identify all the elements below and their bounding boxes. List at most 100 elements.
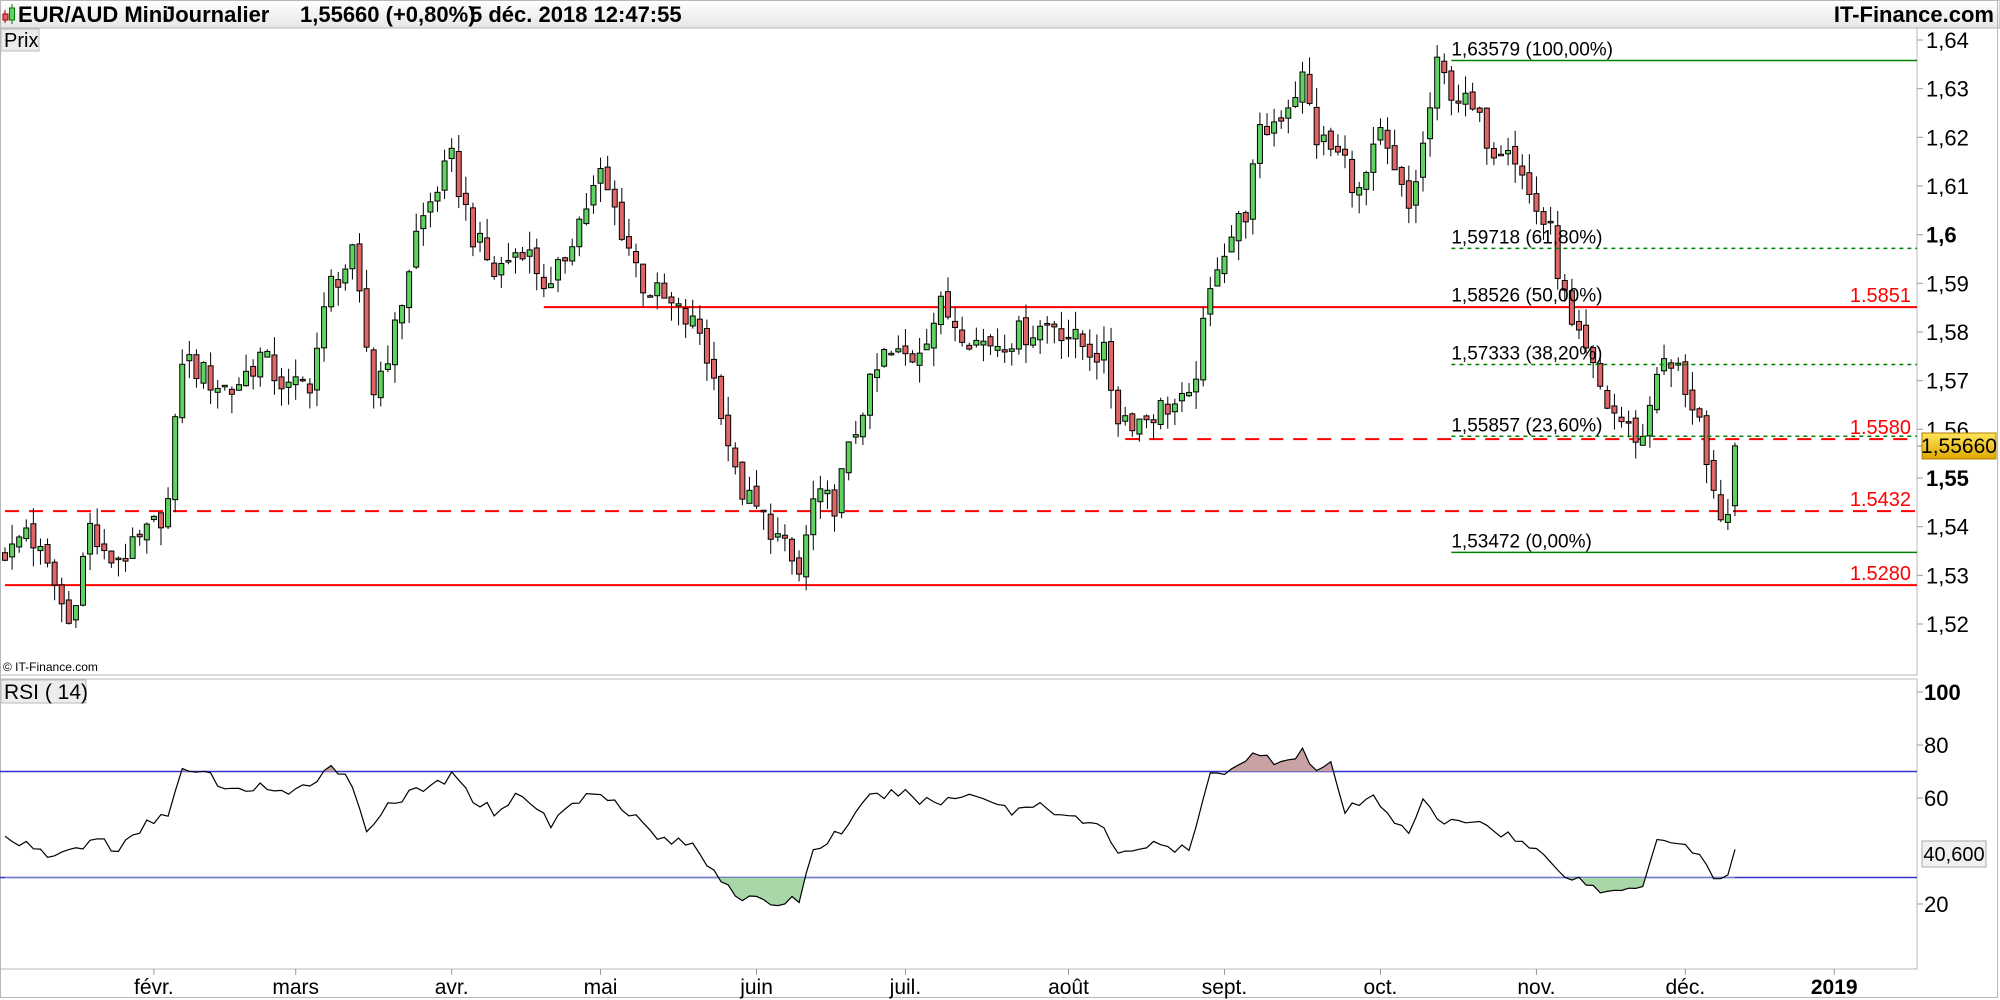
candle-body <box>711 358 717 379</box>
candle-body <box>1583 324 1590 349</box>
candle <box>796 550 803 582</box>
candle-body <box>328 275 335 308</box>
candle-body <box>952 320 959 329</box>
fibonacci-retracement[interactable]: 1,63579 (100,00%) 1,59718 (61,80%) 1,58526… <box>1451 39 1917 554</box>
candle <box>781 524 788 552</box>
fib-level-label: 1,59718 (61,80%) <box>1451 227 1602 248</box>
candle <box>1583 309 1590 354</box>
candle <box>1242 210 1249 239</box>
candle <box>1320 125 1327 156</box>
candle <box>923 328 930 351</box>
rsi-panel-frame <box>0 678 1918 970</box>
price-tick-label: 1,54 <box>1926 515 1969 540</box>
time-tick-label: juil. <box>889 976 922 999</box>
candle <box>1427 92 1434 157</box>
candle-body <box>1533 193 1540 212</box>
candle-body <box>469 207 476 248</box>
price-tick-label: 1,57 <box>1926 369 1969 394</box>
candle <box>881 347 888 368</box>
candle-body <box>455 150 462 198</box>
candle <box>1008 343 1015 366</box>
candle-body <box>413 230 420 268</box>
rsi-panel-label[interactable]: RSI ( 14) <box>0 679 88 704</box>
candle-body <box>1093 352 1100 363</box>
candle-body <box>526 249 533 257</box>
candle <box>356 233 363 303</box>
candle <box>1568 278 1575 327</box>
candle <box>23 519 30 542</box>
last-price-value: 1,55660 <box>1921 435 1997 458</box>
candle <box>512 248 519 274</box>
candle <box>1646 396 1653 448</box>
candle-body <box>682 307 689 325</box>
candle-body <box>987 336 994 347</box>
candle <box>186 341 193 379</box>
price-tick-label: 1,52 <box>1926 612 1969 637</box>
candle <box>391 312 398 383</box>
candle-body <box>1448 70 1455 101</box>
candle <box>505 242 512 265</box>
candle <box>462 176 469 221</box>
candle-body <box>101 543 108 552</box>
candle-body <box>590 185 597 206</box>
candle-body <box>1221 255 1228 275</box>
candle-body <box>1292 97 1299 107</box>
candle <box>555 256 562 293</box>
candle-body <box>1228 236 1235 253</box>
candle <box>207 352 214 405</box>
candle-body <box>349 244 356 270</box>
candle-body <box>1370 143 1377 173</box>
candle <box>1710 450 1717 499</box>
candle <box>58 577 65 623</box>
candle <box>994 328 1001 358</box>
candle <box>448 138 455 173</box>
candle <box>1108 327 1115 409</box>
candle <box>165 487 172 530</box>
candle-body <box>923 343 930 351</box>
candle <box>1022 304 1029 363</box>
candle-body <box>51 561 58 586</box>
candle-body <box>640 263 647 294</box>
candle-body <box>1051 323 1058 328</box>
candle <box>1448 66 1455 116</box>
candle <box>200 361 207 389</box>
candle <box>668 292 675 321</box>
candle <box>1058 311 1065 359</box>
candle <box>788 537 795 575</box>
candle <box>1136 418 1143 442</box>
candle <box>1490 142 1497 166</box>
candle-body <box>788 538 795 562</box>
candle-body <box>1193 378 1200 393</box>
candle-body <box>1618 416 1625 423</box>
candle-body <box>654 282 661 297</box>
price-panel-label[interactable]: Prix <box>0 28 40 52</box>
candle <box>257 347 264 387</box>
candle <box>866 372 873 430</box>
candle <box>682 299 689 338</box>
candle-body <box>271 354 278 382</box>
candle-body <box>172 416 179 501</box>
candle-body <box>384 363 391 370</box>
fib-level-label: 1,55857 (23,60%) <box>1451 415 1602 436</box>
candle <box>292 359 299 400</box>
candle-body <box>179 363 186 419</box>
candle-body <box>1568 290 1575 325</box>
candle <box>384 345 391 373</box>
candle <box>980 328 987 362</box>
price-tick-label: 1,61 <box>1926 174 1969 199</box>
candle-body <box>597 168 604 184</box>
candle <box>930 312 937 367</box>
candle <box>306 378 313 409</box>
candle-body <box>306 383 313 394</box>
candle-body <box>930 322 937 349</box>
candle-body <box>881 349 888 367</box>
candle-body <box>44 544 51 564</box>
candle-body <box>200 362 207 384</box>
candle <box>2 547 8 562</box>
candle-body <box>278 376 285 390</box>
candle-body <box>675 303 682 307</box>
candlestick-series <box>2 45 1738 628</box>
candle-body <box>491 262 498 278</box>
time-tick-label: août <box>1048 976 1089 999</box>
candle-body <box>342 268 349 284</box>
